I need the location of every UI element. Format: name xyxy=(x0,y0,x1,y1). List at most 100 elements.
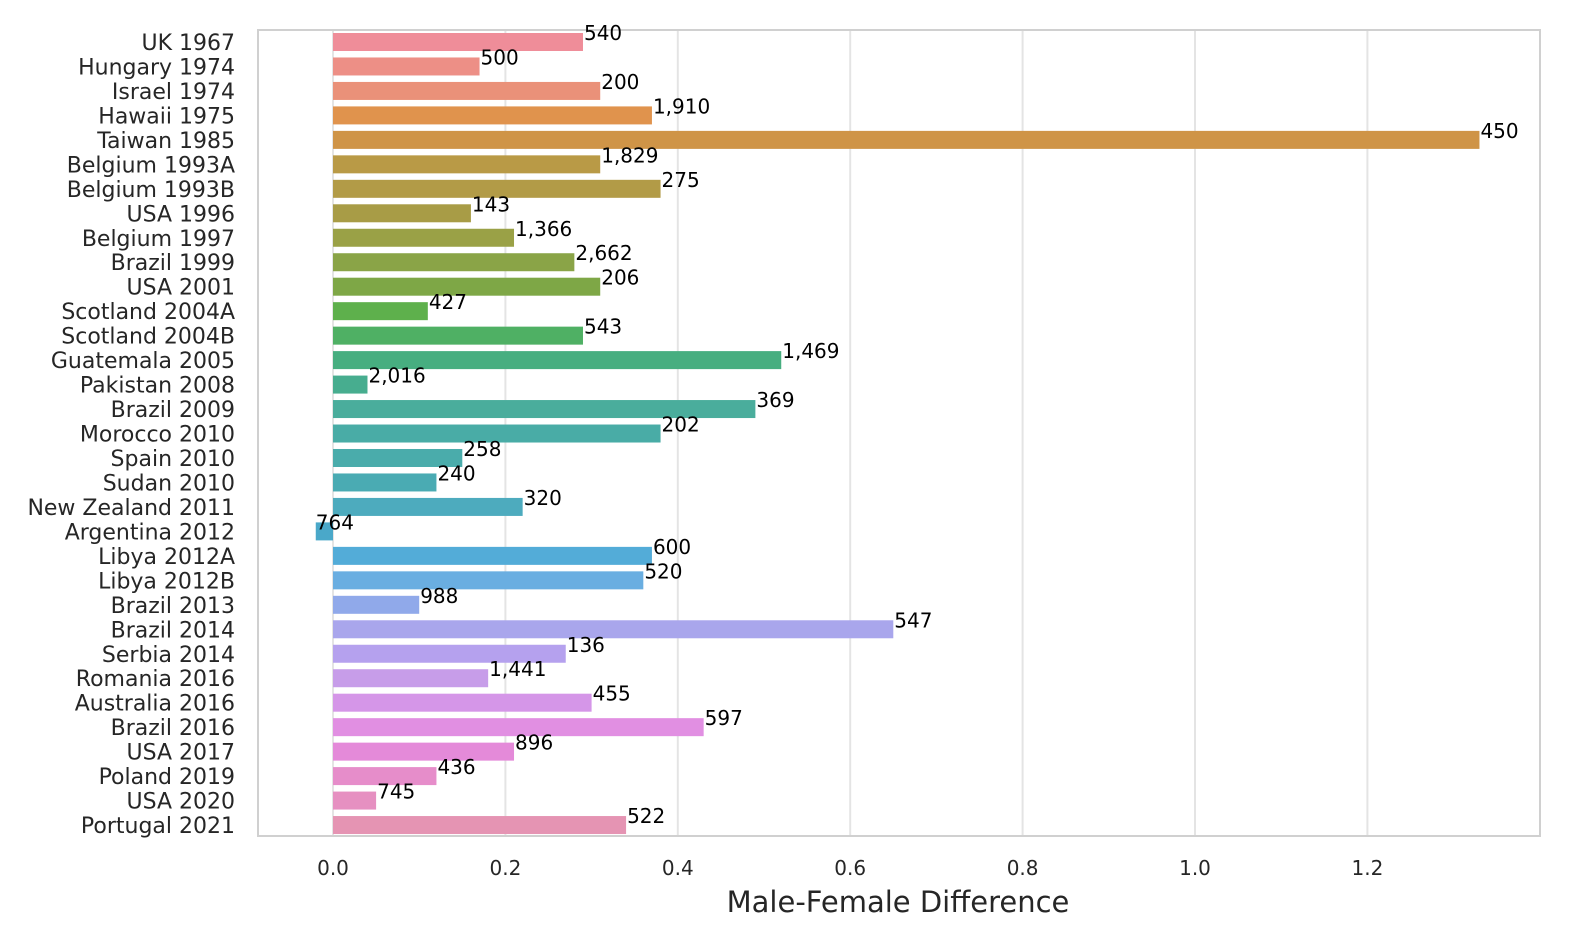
bar xyxy=(333,130,1480,149)
category-label: Argentina 2012 xyxy=(65,520,235,545)
data-labels: 5405002001,9104501,8292751431,3662,66220… xyxy=(316,21,1519,828)
bar xyxy=(333,595,420,614)
category-label: Australia 2016 xyxy=(75,692,235,717)
bar xyxy=(333,669,489,688)
data-label: 455 xyxy=(593,682,631,706)
x-tick-label: 0.0 xyxy=(317,856,349,880)
data-label: 520 xyxy=(644,559,682,583)
data-label: 436 xyxy=(437,755,475,779)
x-tick-label: 0.4 xyxy=(662,856,694,880)
category-label: Israel 1974 xyxy=(112,80,235,105)
category-label: Portugal 2021 xyxy=(81,814,235,839)
bar xyxy=(333,693,592,712)
category-label: USA 1996 xyxy=(126,202,235,227)
data-label: 240 xyxy=(437,461,475,485)
bar xyxy=(333,742,515,761)
category-label: Scotland 2004B xyxy=(61,325,235,350)
bar xyxy=(333,400,756,419)
bar xyxy=(333,228,515,247)
bar xyxy=(333,277,601,296)
category-label: Brazil 2013 xyxy=(111,594,235,619)
data-label: 543 xyxy=(584,315,622,339)
data-label: 540 xyxy=(584,21,622,45)
category-label: Belgium 1993B xyxy=(67,178,235,203)
bar xyxy=(333,302,428,321)
bar xyxy=(315,522,333,541)
category-label: Morocco 2010 xyxy=(80,423,235,448)
data-label: 1,469 xyxy=(782,339,839,363)
bar xyxy=(333,767,437,786)
bars xyxy=(315,33,1480,835)
bar xyxy=(333,448,463,467)
x-tick-labels: 0.0 0.2 0.4 0.6 0.8 1.0 1.2 xyxy=(317,856,1383,880)
category-label: Hungary 1974 xyxy=(78,55,235,80)
bar xyxy=(333,644,566,663)
data-label: 988 xyxy=(420,584,458,608)
bar xyxy=(333,718,704,737)
data-label: 745 xyxy=(377,780,415,804)
data-label: 2,662 xyxy=(575,241,632,265)
category-label: Poland 2019 xyxy=(99,765,235,790)
data-label: 200 xyxy=(601,70,639,94)
bar xyxy=(333,81,601,100)
data-label: 136 xyxy=(567,633,605,657)
data-label: 764 xyxy=(316,510,354,534)
category-label: Pakistan 2008 xyxy=(80,374,235,399)
bar xyxy=(333,571,644,590)
data-label: 600 xyxy=(653,535,691,559)
bar xyxy=(333,253,575,272)
x-tick-label: 0.8 xyxy=(1007,856,1039,880)
bar xyxy=(333,351,782,370)
category-label: Brazil 2014 xyxy=(111,618,235,643)
x-tick-label: 0.6 xyxy=(834,856,866,880)
category-label: Libya 2012A xyxy=(98,545,235,570)
bar xyxy=(333,473,437,492)
bar xyxy=(333,791,377,810)
category-label: Brazil 1999 xyxy=(111,251,235,276)
bar xyxy=(333,375,368,394)
category-label: Scotland 2004A xyxy=(61,300,235,325)
data-label: 258 xyxy=(463,437,501,461)
data-label: 500 xyxy=(481,45,519,69)
category-label: USA 2017 xyxy=(126,741,235,766)
x-tick-label: 1.0 xyxy=(1179,856,1211,880)
category-label: Belgium 1993A xyxy=(67,153,235,178)
category-label: Spain 2010 xyxy=(111,447,235,472)
bar xyxy=(333,106,652,125)
category-label: Romania 2016 xyxy=(76,667,235,692)
data-label: 1,441 xyxy=(489,657,546,681)
bar xyxy=(333,620,894,639)
category-label: Brazil 2016 xyxy=(111,716,235,741)
category-label: USA 2020 xyxy=(126,790,235,815)
bar xyxy=(333,816,627,835)
data-label: 275 xyxy=(662,168,700,192)
category-label: Hawaii 1975 xyxy=(98,104,235,129)
x-axis-title: Male-Female Difference xyxy=(727,885,1070,919)
data-label: 2,016 xyxy=(368,364,425,388)
data-label: 206 xyxy=(601,266,639,290)
data-label: 1,910 xyxy=(653,94,710,118)
category-label: Libya 2012B xyxy=(98,569,235,594)
category-label: Serbia 2014 xyxy=(102,643,235,668)
bar xyxy=(333,546,652,565)
bar xyxy=(333,57,480,76)
category-label: Sudan 2010 xyxy=(103,471,235,496)
data-label: 522 xyxy=(627,804,665,828)
bar xyxy=(333,155,601,174)
data-label: 1,829 xyxy=(601,143,658,167)
category-label: UK 1967 xyxy=(141,31,235,56)
data-label: 320 xyxy=(524,486,562,510)
bar xyxy=(333,424,661,443)
x-tick-label: 1.2 xyxy=(1351,856,1383,880)
data-label: 143 xyxy=(472,192,510,216)
data-label: 1,366 xyxy=(515,217,572,241)
bar xyxy=(333,204,471,223)
category-label: Guatemala 2005 xyxy=(51,349,235,374)
bar xyxy=(333,326,583,345)
data-label: 597 xyxy=(705,706,743,730)
bar xyxy=(333,497,523,516)
data-label: 369 xyxy=(756,388,794,412)
